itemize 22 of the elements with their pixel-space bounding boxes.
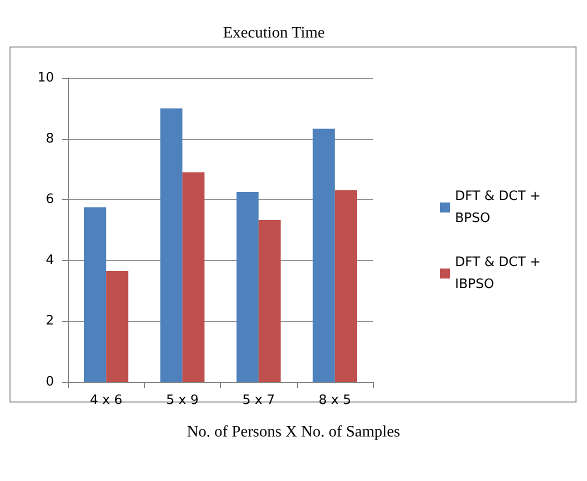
bar: [182, 172, 204, 382]
y-tick-label: 10: [37, 70, 54, 86]
y-tick-label: 8: [46, 131, 54, 146]
y-tick-label: 4: [46, 252, 54, 268]
x-tick-label: 5 x 7: [242, 393, 275, 408]
x-axis-title: No. of Persons X No. of Samples: [186, 424, 400, 440]
bar: [160, 108, 182, 382]
x-tick-label: 4 x 6: [90, 393, 122, 408]
y-tick-label: 0: [46, 374, 54, 390]
bar: [236, 192, 259, 382]
x-tick-label: 8 x 5: [318, 393, 352, 408]
bar: [258, 220, 281, 382]
legend-label: DFT & DCT + IBPSO: [455, 255, 545, 292]
bar: [106, 271, 128, 382]
legend-label: DFT & DCT + BPSO: [455, 189, 545, 226]
bar: [84, 207, 106, 382]
x-tick-label: 5 x 9: [166, 393, 199, 408]
y-tick-label: 6: [46, 192, 54, 208]
y-tick-label: 2: [46, 314, 54, 329]
chart-title: Execution Time: [223, 24, 325, 42]
bar: [334, 190, 357, 382]
bar: [312, 128, 335, 382]
